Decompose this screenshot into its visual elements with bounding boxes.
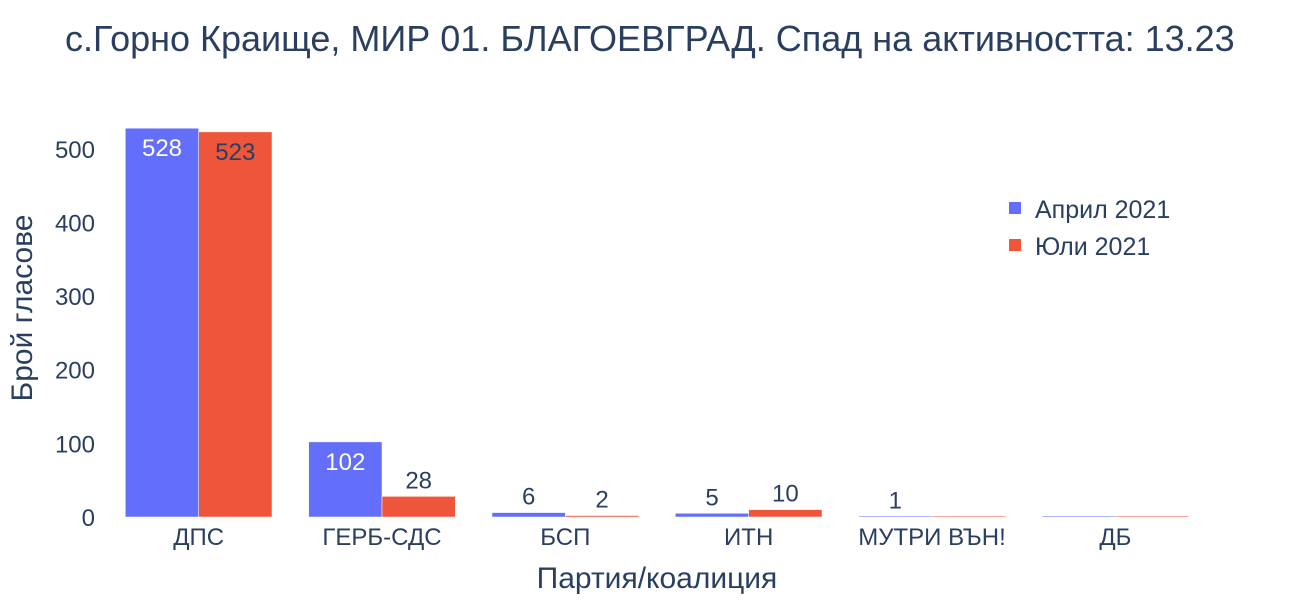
- x-tick-label: ИТН: [724, 524, 773, 551]
- bar: [308, 441, 383, 518]
- y-tick-label: 0: [82, 505, 95, 532]
- legend-swatch: [1009, 239, 1021, 251]
- x-axis-ticks: ДПС ГЕРБ-СДС БСП ИТН МУТРИ ВЪН! ДБ: [173, 524, 1131, 551]
- bar: [1041, 515, 1116, 518]
- bar-value-label: 102: [325, 449, 365, 476]
- legend: Април 2021 Юли 2021: [1009, 196, 1170, 261]
- bar-value-label: 5: [705, 484, 718, 511]
- x-tick-label: ГЕРБ-СДС: [322, 524, 441, 551]
- y-tick-label: 200: [55, 358, 95, 385]
- y-axis-title: Брой гласове: [6, 215, 39, 402]
- bar: [858, 515, 933, 518]
- x-tick-label: МУТРИ ВЪН!: [858, 524, 1005, 551]
- y-tick-label: 300: [55, 284, 95, 311]
- bar-value-label: 523: [215, 139, 255, 166]
- bar: [491, 512, 566, 518]
- bar: [198, 131, 273, 518]
- y-tick-label: 500: [55, 137, 95, 164]
- bar: [675, 513, 749, 518]
- bar-value-label: 2: [595, 487, 608, 514]
- legend-label: Юли 2021: [1035, 233, 1150, 261]
- x-axis-title: Партия/коалиция: [537, 562, 778, 595]
- legend-swatch: [1009, 202, 1021, 214]
- y-tick-label: 400: [55, 210, 95, 237]
- x-tick-label: ДПС: [173, 524, 224, 551]
- y-axis-ticks: 0 100 200 300 400 500: [55, 137, 95, 532]
- x-tick-label: БСП: [540, 524, 590, 551]
- bar: [565, 515, 639, 518]
- bar-value-label: 28: [405, 467, 432, 494]
- bar-value-label: 1: [889, 487, 902, 514]
- legend-label: Април 2021: [1035, 196, 1170, 224]
- bar: [748, 509, 823, 518]
- bar-value-label: 10: [772, 481, 799, 508]
- y-tick-label: 100: [55, 431, 95, 458]
- bar-value-label: 528: [142, 135, 182, 162]
- bar-value-labels: 528 102 6 5 1 523 28 2 10: [142, 135, 902, 514]
- x-tick-label: ДБ: [1099, 524, 1131, 551]
- bar: [381, 496, 456, 518]
- bar: [1115, 515, 1189, 518]
- bar: [125, 127, 199, 518]
- bar: [931, 515, 1006, 518]
- chart-title: с.Горно Краище, МИР 01. БЛАГОЕВГРАД. Спа…: [65, 18, 1235, 59]
- bars: [125, 127, 1189, 518]
- bar-value-label: 6: [522, 484, 535, 511]
